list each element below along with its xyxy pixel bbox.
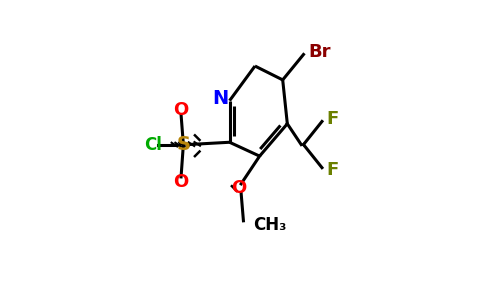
Text: Cl: Cl [144, 136, 162, 154]
Text: F: F [327, 161, 339, 179]
Text: Br: Br [308, 43, 331, 61]
Text: F: F [327, 110, 339, 128]
Text: N: N [212, 89, 228, 108]
Text: S: S [176, 135, 190, 154]
Text: O: O [173, 101, 189, 119]
Text: CH₃: CH₃ [253, 216, 286, 234]
Text: O: O [173, 172, 189, 190]
Text: O: O [231, 179, 246, 197]
